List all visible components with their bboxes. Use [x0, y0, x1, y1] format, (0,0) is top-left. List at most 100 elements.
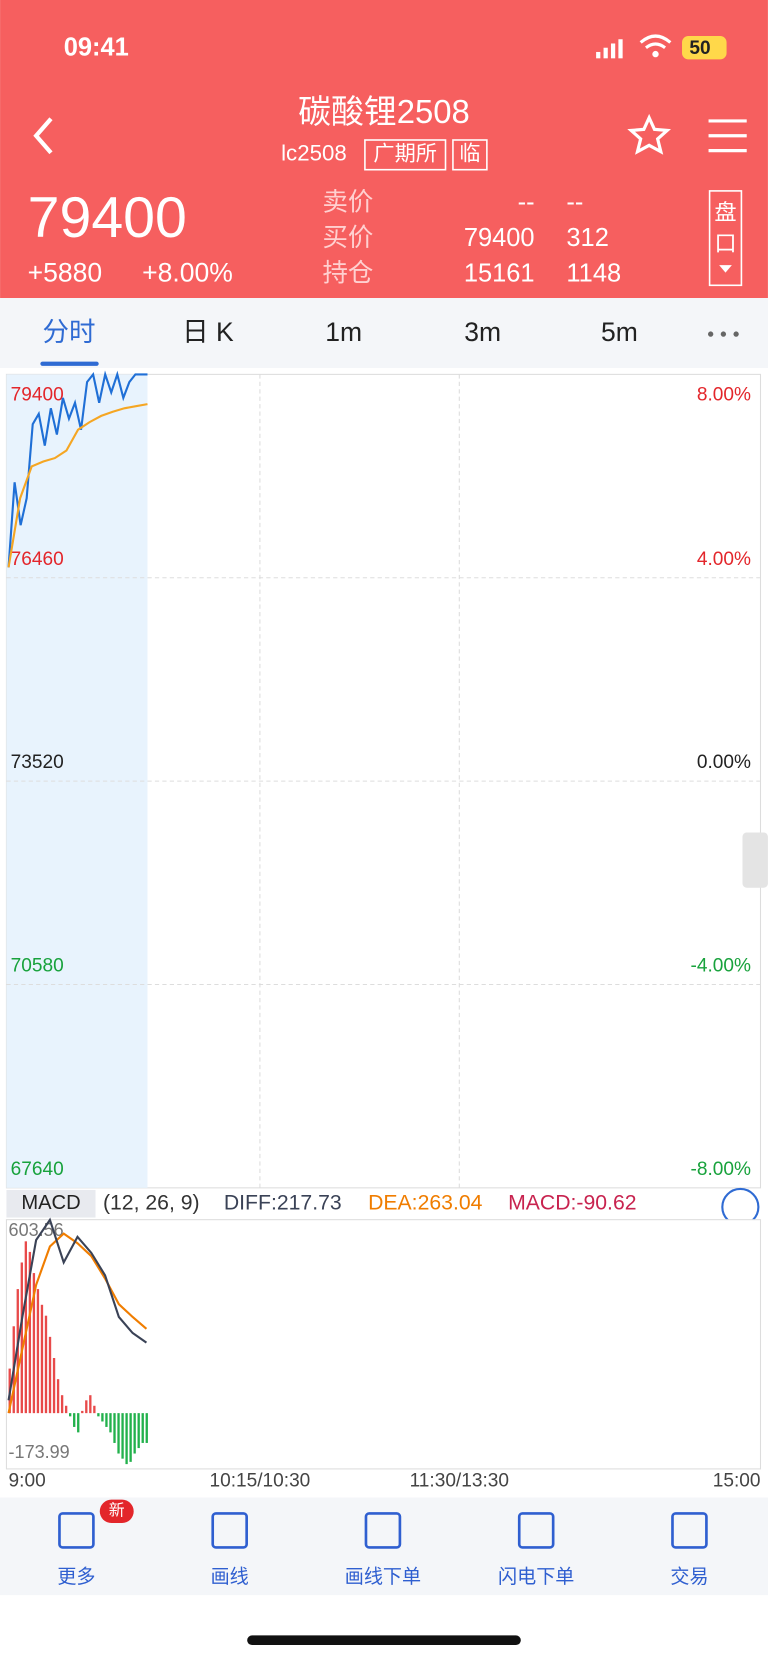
macd-bar: [129, 1413, 132, 1462]
macd-bar: [145, 1413, 148, 1443]
menu-button[interactable]: [708, 119, 747, 153]
tool-label[interactable]: 画线: [211, 1566, 249, 1588]
pct-tick-label: -8.00%: [691, 1159, 751, 1180]
macd-bar: [44, 1315, 48, 1414]
macd-bar: [125, 1413, 128, 1465]
quote-price: 79400: [464, 224, 535, 252]
quote-label: 持仓: [322, 259, 373, 287]
macd-bar: [60, 1395, 64, 1414]
dea-line: [7, 1232, 148, 1414]
macd-bar: [52, 1358, 56, 1414]
macd-bar: [81, 1410, 84, 1414]
average-line: [7, 403, 148, 568]
macd-bar: [32, 1273, 36, 1414]
code: lc2508: [281, 141, 347, 166]
side-handle[interactable]: [742, 832, 768, 888]
tool-icon[interactable]: [211, 1512, 248, 1549]
macd-bar: [141, 1413, 144, 1443]
quote-volume: --: [566, 188, 583, 216]
macd-bar: [36, 1289, 40, 1414]
x-tick-label: 15:00: [713, 1471, 761, 1492]
macd-frame: [5, 1219, 762, 1470]
tab[interactable]: 日 K: [182, 317, 234, 347]
macd-bar: [20, 1262, 23, 1414]
tool-icon[interactable]: [58, 1512, 95, 1549]
macd-bar: [69, 1413, 72, 1417]
tab[interactable]: 5m: [601, 317, 638, 347]
tab[interactable]: 分时: [43, 317, 96, 347]
tag: 临: [459, 141, 480, 165]
macd-bar: [113, 1413, 116, 1443]
pct-tick-label: -4.00%: [691, 956, 751, 977]
tool-icon[interactable]: [671, 1512, 708, 1549]
exchange-box: [364, 139, 447, 171]
macd-bar: [28, 1251, 32, 1414]
badge-bg: [99, 1499, 134, 1524]
macd-bar: [101, 1413, 104, 1422]
tab[interactable]: 1m: [325, 317, 362, 347]
panel-button-label: 口: [714, 231, 736, 256]
tool-icon[interactable]: [364, 1512, 402, 1549]
quote-volume: 312: [566, 224, 608, 252]
macd-name: MACD: [21, 1192, 80, 1214]
macd-tick-label: 603.56: [9, 1220, 64, 1240]
exchange: 广期所: [373, 141, 437, 165]
y-tick-label: 76460: [11, 549, 64, 570]
y-tick-label: 79400: [11, 385, 64, 406]
macd-bar: [40, 1304, 44, 1414]
quote-label: 买价: [322, 224, 373, 252]
title: 碳酸锂2508: [298, 93, 470, 130]
macd-bar: [137, 1413, 140, 1449]
status-icons: [596, 34, 727, 60]
macd-bar: [89, 1395, 92, 1414]
panel-button[interactable]: [708, 190, 743, 287]
quote-price: --: [518, 188, 535, 216]
pct-tick-label: 4.00%: [697, 549, 751, 570]
quote-price: 15161: [464, 259, 535, 287]
macd-bar: [56, 1379, 60, 1414]
macd-bar: [97, 1413, 100, 1417]
badge: 新: [109, 1502, 125, 1520]
panel-button-label: 盘: [714, 200, 736, 225]
back-button[interactable]: [33, 117, 53, 155]
macd-params: (12, 26, 9): [103, 1191, 200, 1214]
tab[interactable]: 3m: [464, 317, 501, 347]
tool-label[interactable]: 闪电下单: [498, 1566, 574, 1588]
quote-label: 卖价: [322, 188, 373, 216]
macd-bar: [121, 1413, 124, 1459]
macd-bar: [85, 1400, 88, 1414]
tool-label[interactable]: 交易: [670, 1566, 708, 1588]
tool-label[interactable]: 更多: [57, 1566, 95, 1588]
more-tabs[interactable]: [708, 331, 739, 337]
macd-bar: [109, 1413, 112, 1433]
last-price: 79400: [28, 186, 187, 250]
macd-tick-label: -173.99: [9, 1442, 70, 1462]
macd-bar: [77, 1413, 80, 1433]
macd-bar: [117, 1413, 120, 1454]
change-pct: +8.00%: [142, 258, 233, 288]
x-tick-label: 9:00: [9, 1471, 46, 1492]
dea-label: DEA:263.04: [368, 1191, 483, 1214]
y-tick-label: 70580: [11, 956, 64, 977]
diff-line: [7, 1217, 148, 1401]
tab-bar: [0, 298, 768, 369]
price-line: [7, 370, 148, 568]
macd-bar: [93, 1405, 96, 1414]
x-tick-label: 10:15/10:30: [210, 1471, 311, 1492]
battery-level: 50: [689, 38, 710, 59]
y-tick-label: 73520: [11, 752, 64, 773]
favorite-button[interactable]: [627, 113, 672, 155]
diff-label: DIFF:217.73: [224, 1191, 342, 1214]
tab-underline: [40, 361, 99, 366]
tag-box: [452, 139, 488, 171]
panel-arrow: [719, 265, 732, 273]
tool-icon[interactable]: [517, 1512, 555, 1549]
home-indicator: [247, 1635, 521, 1645]
tool-label[interactable]: 画线下单: [345, 1566, 421, 1588]
quote-volume: 1148: [566, 259, 621, 287]
y-tick-label: 67640: [11, 1159, 64, 1180]
macd-label: MACD:-90.62: [508, 1191, 636, 1214]
x-tick-label: 11:30/13:30: [410, 1471, 509, 1492]
